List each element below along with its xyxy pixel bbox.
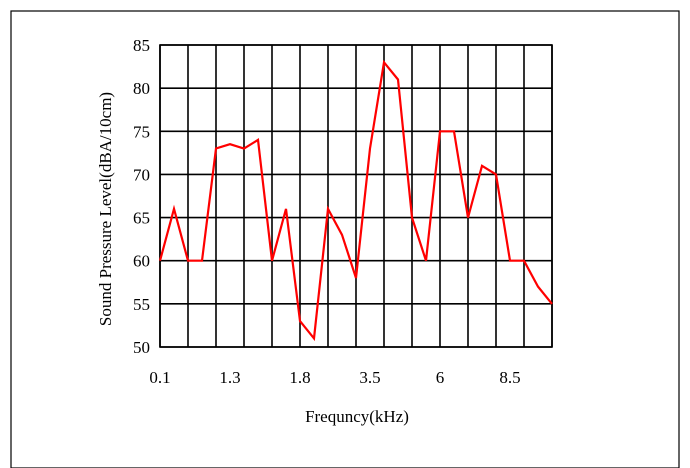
x-tick-label: 1.8 xyxy=(289,368,310,387)
y-tick-label: 80 xyxy=(133,79,150,98)
x-tick-label: 8.5 xyxy=(499,368,520,387)
plot-area-border xyxy=(159,44,553,348)
grid xyxy=(159,44,553,348)
frame-border xyxy=(10,10,680,468)
x-tick-labels: 0.1 1.3 1.8 3.5 6 8.5 xyxy=(149,368,520,387)
x-axis-label: Frequncy(kHz) xyxy=(305,407,409,426)
y-tick-label: 75 xyxy=(133,122,150,141)
y-tick-label: 65 xyxy=(133,209,150,228)
y-tick-label: 60 xyxy=(133,252,150,271)
y-tick-label: 70 xyxy=(133,165,150,184)
series-layer xyxy=(158,59,553,342)
y-tick-label: 55 xyxy=(133,295,150,314)
y-tick-label: 85 xyxy=(133,36,150,55)
y-tick-label: 50 xyxy=(133,338,150,357)
x-tick-label: 0.1 xyxy=(149,368,170,387)
x-tick-label: 1.3 xyxy=(219,368,240,387)
x-tick-label: 3.5 xyxy=(359,368,380,387)
y-axis-label: Sound Pressure Level(dBA/10cm) xyxy=(96,92,115,326)
y-tick-labels: 50 55 60 65 70 75 80 85 xyxy=(133,36,150,357)
x-tick-label: 6 xyxy=(436,368,445,387)
series-line xyxy=(158,59,553,342)
